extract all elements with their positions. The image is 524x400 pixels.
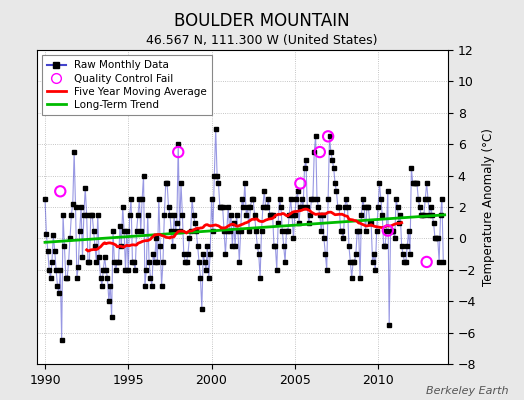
Text: BOULDER MOUNTAIN: BOULDER MOUNTAIN: [174, 12, 350, 30]
Text: Berkeley Earth: Berkeley Earth: [426, 386, 508, 396]
Text: 46.567 N, 111.300 W (United States): 46.567 N, 111.300 W (United States): [146, 34, 378, 47]
Point: [315, 149, 324, 155]
Point: [296, 180, 304, 187]
Legend: Raw Monthly Data, Quality Control Fail, Five Year Moving Average, Long-Term Tren: Raw Monthly Data, Quality Control Fail, …: [42, 55, 212, 115]
Point: [422, 259, 431, 265]
Y-axis label: Temperature Anomaly (°C): Temperature Anomaly (°C): [482, 128, 495, 286]
Point: [56, 188, 64, 194]
Point: [384, 227, 392, 234]
Point: [174, 149, 182, 155]
Point: [324, 133, 332, 140]
